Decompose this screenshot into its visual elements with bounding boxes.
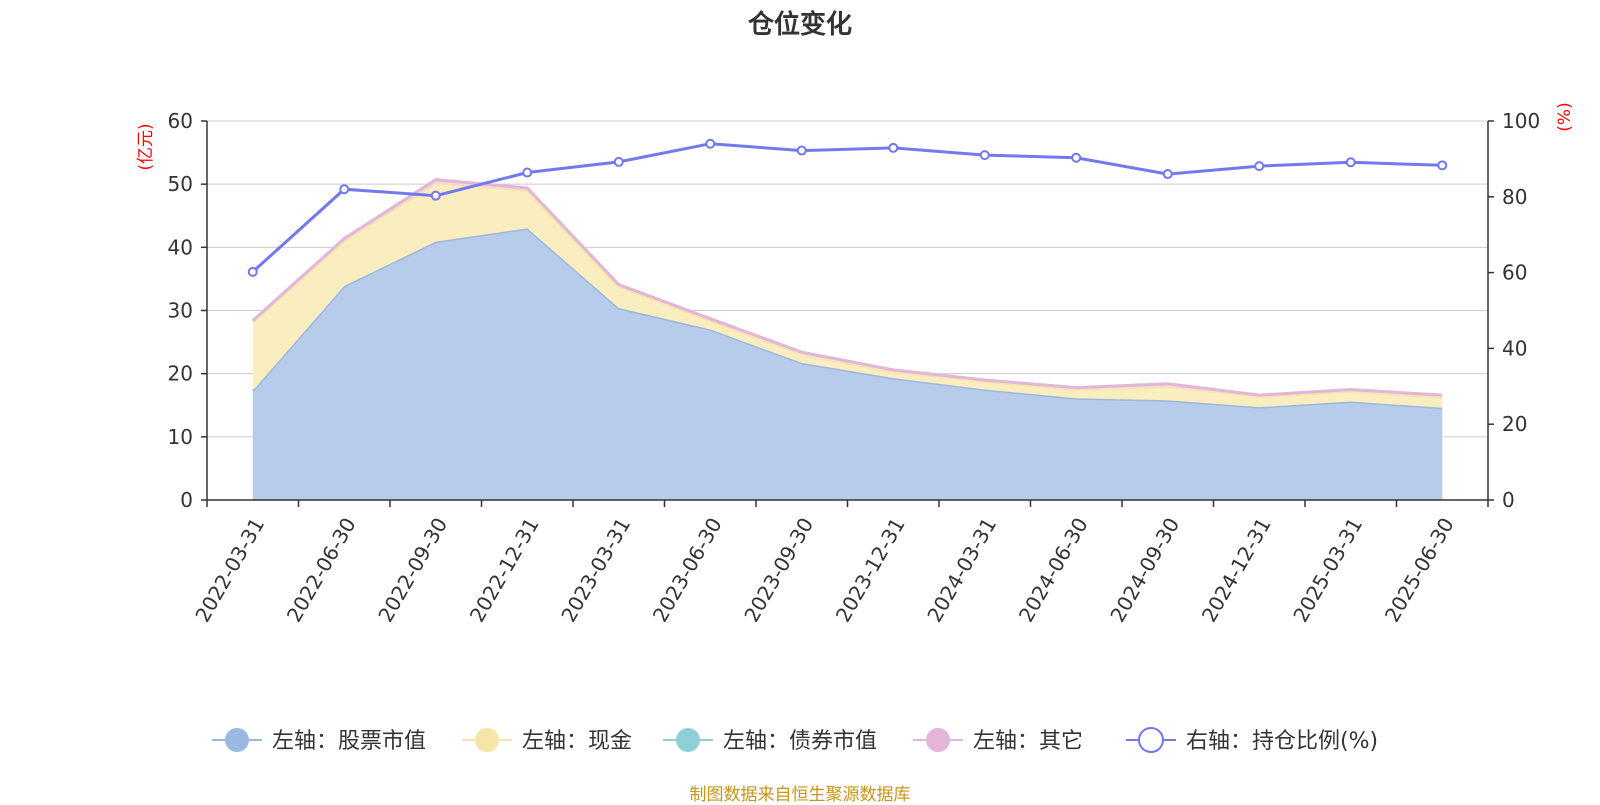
x-axis-tick-label: 2022-06-30 xyxy=(282,514,361,627)
ratio-point xyxy=(1254,161,1265,172)
x-axis-tick-label: 2023-03-31 xyxy=(556,514,635,627)
legend-label: 右轴：持仓比例(%) xyxy=(1186,729,1378,754)
ratio-point xyxy=(888,142,899,153)
legend-label: 左轴：其它 xyxy=(973,729,1083,754)
right-axis-tick-label: 20 xyxy=(1502,412,1527,436)
left-axis-tick-label: 30 xyxy=(168,299,193,323)
legend: 左轴：股票市值 左轴：现金 左轴：债券市值 左轴：其它 右轴：持仓比例(%) xyxy=(212,727,1378,754)
left-axis-tick-label: 20 xyxy=(168,362,193,386)
legend-symbol xyxy=(676,728,700,752)
source-note: 制图数据来自恒生聚源数据库 xyxy=(689,785,911,805)
ratio-point xyxy=(1071,152,1082,163)
legend-symbol xyxy=(926,728,950,752)
right-axis-tick-label: 100 xyxy=(1502,109,1540,133)
ratio-point xyxy=(1162,169,1173,180)
x-axis-tick-label: 2024-03-31 xyxy=(922,514,1001,627)
left-axis-unit: (亿元) xyxy=(136,123,156,170)
ratio-point xyxy=(339,184,350,195)
x-axis-tick-label: 2024-12-31 xyxy=(1197,514,1276,627)
chart-title: 仓位变化 xyxy=(747,10,852,40)
x-axis-tick-label: 2022-03-31 xyxy=(190,514,269,627)
area-edge-line xyxy=(251,178,1443,397)
x-axis-tick-label: 2025-03-31 xyxy=(1288,514,1367,627)
ratio-point xyxy=(705,138,716,149)
legend-symbol xyxy=(475,728,499,752)
ratio-point xyxy=(796,145,807,156)
left-axis-tick-label: 60 xyxy=(168,109,193,133)
left-axis-tick-label: 40 xyxy=(168,235,193,259)
legend-label: 左轴：债券市值 xyxy=(723,729,877,754)
legend-symbol xyxy=(225,728,249,752)
ratio-point xyxy=(979,150,990,161)
legend-symbol xyxy=(1138,727,1164,753)
x-axis-tick-label: 2024-09-30 xyxy=(1105,514,1184,627)
right-axis-tick-label: 40 xyxy=(1502,336,1527,360)
right-axis-tick-label: 60 xyxy=(1502,261,1527,285)
left-axis-tick-label: 10 xyxy=(168,425,193,449)
ratio-point xyxy=(1437,160,1448,171)
area-9bb8e0 xyxy=(252,228,1443,500)
ratio-point xyxy=(430,190,441,201)
x-axis-tick-label: 2023-06-30 xyxy=(648,514,727,627)
right-axis-tick-label: 0 xyxy=(1502,488,1515,512)
area-f5e5a8 xyxy=(252,182,1443,408)
right-axis-unit: (%) xyxy=(1555,102,1575,131)
area-series xyxy=(251,178,1443,500)
ratio-point xyxy=(613,156,624,167)
x-axis-tick-label: 2023-09-30 xyxy=(739,514,818,627)
x-axis-tick-label: 2023-12-31 xyxy=(831,514,910,627)
x-axis-tick-label: 2025-06-30 xyxy=(1380,514,1459,627)
legend-label: 左轴：现金 xyxy=(522,729,632,754)
ratio-point xyxy=(1345,157,1356,168)
left-axis-tick-label: 50 xyxy=(168,172,193,196)
left-axis-tick-label: 0 xyxy=(180,488,193,512)
x-axis-tick-label: 2022-12-31 xyxy=(465,514,544,627)
legend-label: 左轴：股票市值 xyxy=(272,729,426,754)
ratio-line-series xyxy=(247,138,1448,277)
ratio-line xyxy=(251,142,1443,273)
ratio-point xyxy=(247,266,258,277)
ratio-point xyxy=(522,167,533,178)
right-axis-tick-label: 80 xyxy=(1502,185,1527,209)
x-axis-tick-label: 2022-09-30 xyxy=(373,514,452,627)
x-axis-tick-label: 2024-06-30 xyxy=(1014,514,1093,627)
